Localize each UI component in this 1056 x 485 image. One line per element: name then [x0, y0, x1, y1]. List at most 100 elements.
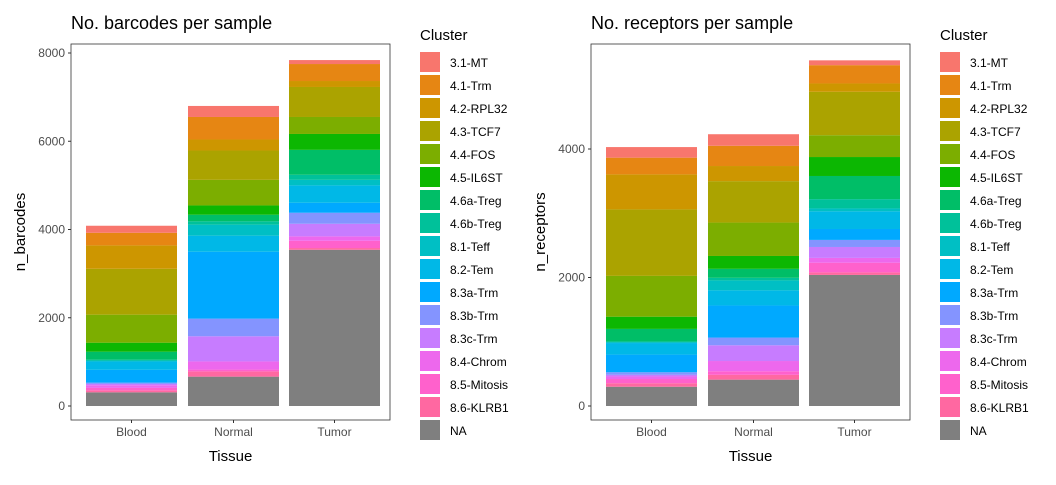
legend-label: 8.1-Teff [450, 240, 490, 254]
legend-key [420, 374, 440, 394]
bar-segment-normal-8-1-teff [708, 280, 799, 291]
bar-segment-normal-3-1-mt [708, 134, 799, 146]
bar-segment-tumor-na [289, 249, 380, 406]
bar-segment-normal-8-3c-trm [188, 336, 279, 362]
legend-label: NA [970, 424, 987, 438]
y-tick-label: 2000 [38, 311, 65, 325]
bar-segment-normal-8-3b-trm [188, 318, 279, 337]
bar-segment-tumor-4-3-tcf7 [289, 86, 380, 117]
y-axis-title: n_barcodes [12, 193, 29, 271]
bar-segment-blood-4-4-fos [86, 314, 177, 343]
legend-key [420, 98, 440, 118]
legend-label: 4.3-TCF7 [970, 125, 1021, 139]
legend-key [940, 420, 960, 440]
bar-segment-normal-8-5-mitosis [188, 369, 279, 372]
bar-segment-blood-4-4-fos [606, 275, 697, 317]
panel-border [70, 43, 391, 421]
legend-label: 4.6a-Treg [450, 194, 502, 208]
bar-segment-normal-8-2-tem [708, 290, 799, 306]
y-axis-title: n_receptors [532, 192, 549, 271]
bar-segment-tumor-8-5-mitosis [809, 262, 900, 273]
bar-segment-tumor-4-1-trm [809, 65, 900, 84]
bar-segment-blood-4-6b-treg [86, 359, 177, 361]
bar-segment-normal-8-6-klrb1 [708, 374, 799, 380]
bar-segment-tumor-8-6-klrb1 [289, 248, 380, 250]
legend-key [940, 121, 960, 141]
chart-title: No. receptors per sample [591, 13, 793, 33]
legend-key [420, 259, 440, 279]
y-tick-label: 4000 [558, 142, 585, 156]
bar-segment-blood-8-1-teff [606, 342, 697, 344]
x-tick-label: Blood [116, 425, 147, 439]
legend-key [940, 98, 960, 118]
chart-panel-1: Blood Normal Tumor 0 2000 4000 No. receptors p… [532, 13, 1029, 465]
bar-segment-tumor-4-4-fos [289, 116, 380, 134]
legend-key [940, 282, 960, 302]
bar-segment-normal-8-3a-trm [188, 251, 279, 319]
legend-key [420, 236, 440, 256]
bar-segment-normal-4-2-rpl32 [188, 139, 279, 151]
bar-segment-tumor-4-6a-treg [809, 175, 900, 200]
bar-segment-blood-8-2-tem [86, 361, 177, 370]
bar-segment-blood-8-5-mitosis [86, 387, 177, 391]
legend-key [420, 305, 440, 325]
bar-segment-normal-na [188, 376, 279, 406]
legend-label: 4.3-TCF7 [450, 125, 501, 139]
y-tick-label: 0 [58, 399, 65, 413]
x-tick-label: Blood [636, 425, 667, 439]
legend-label: 4.6b-Treg [450, 217, 502, 231]
legend-key [420, 144, 440, 164]
bar-segment-tumor-8-3a-trm [809, 228, 900, 240]
bar-segment-blood-3-1-mt [86, 225, 177, 233]
bar-segment-blood-4-6a-treg [606, 328, 697, 342]
bar-segment-normal-8-2-tem [188, 235, 279, 252]
legend-key [420, 190, 440, 210]
bar-segment-normal-3-1-mt [188, 105, 279, 117]
bar-segment-normal-4-2-rpl32 [708, 166, 799, 182]
bar-segment-tumor-na [809, 274, 900, 406]
bar-segment-blood-8-3b-trm [606, 372, 697, 375]
bar-segment-blood-4-3-tcf7 [606, 209, 697, 276]
bar-segment-blood-4-1-trm [86, 232, 177, 246]
bar-segment-blood-4-3-tcf7 [86, 268, 177, 315]
bar-segment-blood-8-3a-trm [86, 369, 177, 383]
bar-segment-blood-4-2-rpl32 [86, 245, 177, 269]
legend-key [420, 121, 440, 141]
legend-label: 8.3b-Trm [450, 309, 498, 323]
bar-segment-normal-4-3-tcf7 [708, 181, 799, 223]
legend-key [420, 213, 440, 233]
x-tick-label: Tumor [837, 425, 871, 439]
bar-segment-blood-4-5-il6st [606, 316, 697, 329]
panel-border [590, 43, 911, 421]
legend-label: 4.5-IL6ST [450, 171, 503, 185]
bar-segment-normal-8-3c-trm [708, 345, 799, 362]
legend-label: 4.1-Trm [970, 79, 1012, 93]
bar-segment-blood-3-1-mt [606, 147, 697, 158]
bar-segment-normal-4-6a-treg [188, 214, 279, 222]
bar-segment-tumor-8-2-tem [809, 211, 900, 229]
legend-label: 8.3b-Trm [970, 309, 1018, 323]
legend-label: 8.4-Chrom [970, 355, 1027, 369]
legend-label: 8.3a-Trm [450, 286, 498, 300]
legend-label: 8.3c-Trm [450, 332, 498, 346]
legend-key [940, 351, 960, 371]
legend-key [940, 328, 960, 348]
legend-label: NA [450, 424, 467, 438]
bar-segment-normal-4-6a-treg [708, 268, 799, 278]
legend-label: 4.4-FOS [450, 148, 495, 162]
bar-segment-blood-na [86, 392, 177, 406]
y-tick-label: 2000 [558, 271, 585, 285]
legend-key [420, 167, 440, 187]
bar-segment-blood-4-2-rpl32 [606, 174, 697, 210]
legend-label: 3.1-MT [970, 56, 1009, 70]
legend-key [940, 190, 960, 210]
legend-label: 4.6b-Treg [970, 217, 1022, 231]
legend-label: 8.2-Tem [970, 263, 1013, 277]
bar-segment-normal-8-1-teff [188, 224, 279, 236]
bar-segment-normal-4-1-trm [188, 116, 279, 140]
bar-segment-blood-8-3c-trm [86, 383, 177, 386]
bar-segment-normal-4-4-fos [188, 179, 279, 206]
y-tick-label: 0 [578, 399, 585, 413]
bar-segment-tumor-8-3c-trm [809, 246, 900, 258]
bar-segment-normal-4-4-fos [708, 222, 799, 256]
